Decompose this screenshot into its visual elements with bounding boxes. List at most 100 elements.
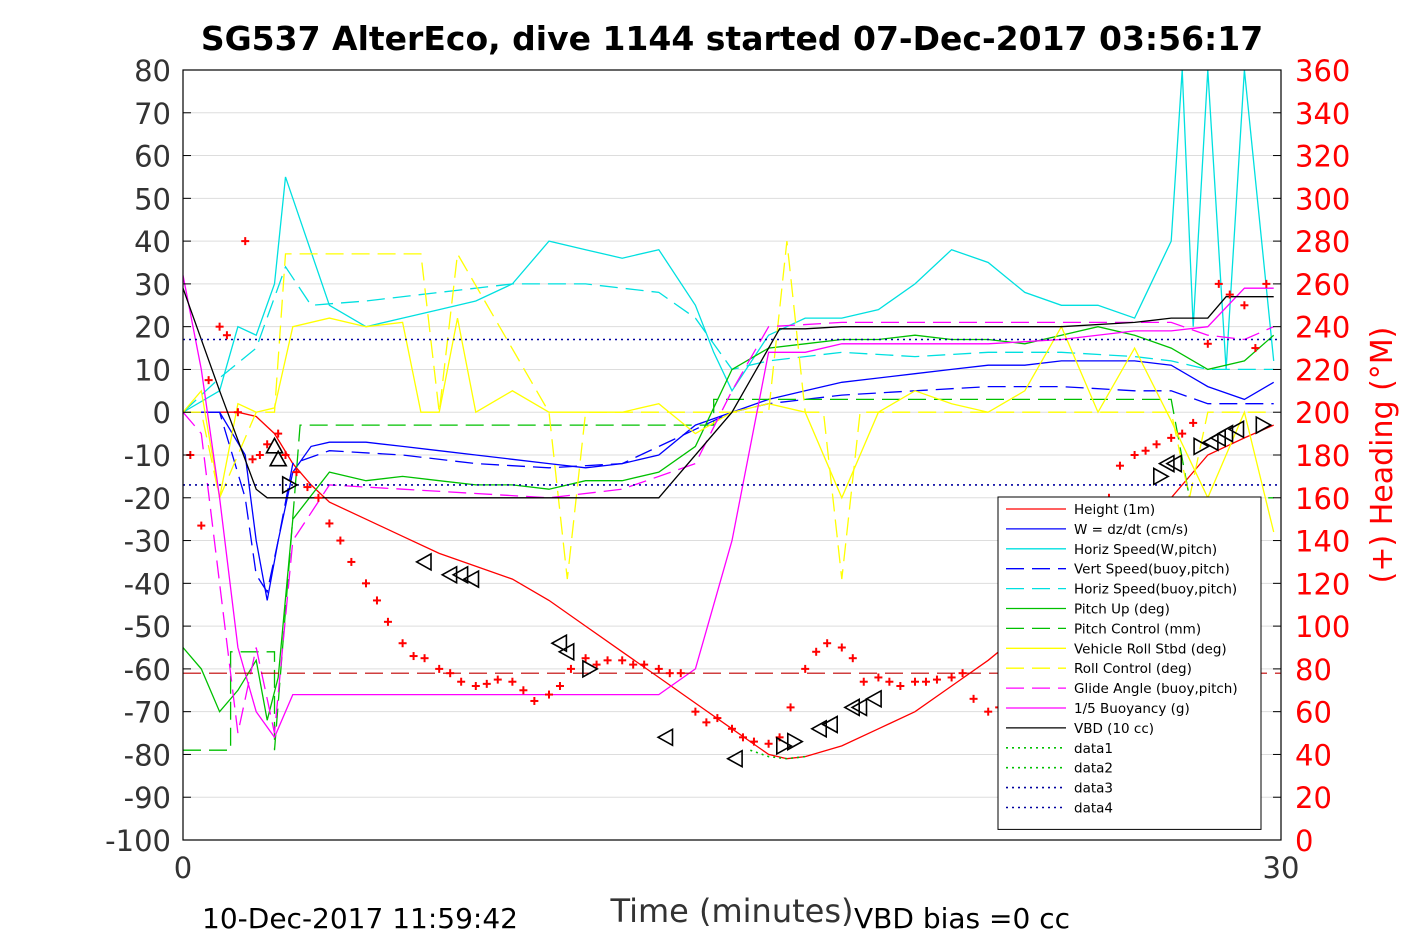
triangle-marker (865, 689, 882, 709)
right-tick-label-2: 320 (1295, 140, 1350, 174)
legend-label-horiz_buoy: Horiz Speed(buoy,pitch) (1074, 582, 1237, 598)
heading-point (325, 519, 334, 528)
heading-point (801, 664, 810, 673)
series-buoyancy (183, 275, 1274, 739)
legend-label-height: Height (1m) (1074, 502, 1155, 518)
heading-point (1115, 461, 1124, 470)
right-axis-label: (+) Heading (°M) (1365, 327, 1400, 584)
heading-point (274, 429, 283, 438)
triangle-marker (265, 436, 284, 454)
left-tick-label-4: 40 (134, 225, 171, 259)
triangle-markers (265, 415, 1273, 769)
triangle-marker (786, 732, 804, 751)
heading-point (823, 639, 832, 648)
heading-point (409, 652, 418, 661)
right-tick-label-0: 360 (1295, 54, 1350, 88)
left-tick-label-8: 0 (153, 396, 171, 430)
series-roll_ctl (183, 241, 1274, 580)
heading-point (1178, 429, 1187, 438)
heading-point (372, 596, 381, 605)
heading-point (362, 579, 370, 588)
triangle-marker (1216, 424, 1234, 443)
left-tick-label-14: -60 (124, 653, 171, 687)
left-tick-label-12: -40 (124, 567, 171, 601)
x-tick-label-0: 0 (174, 851, 192, 885)
heading-point (896, 682, 905, 690)
right-tick-label-12: 120 (1295, 567, 1350, 601)
heading-point (197, 521, 206, 530)
triangle-marker (451, 565, 469, 585)
heading-point (691, 707, 700, 716)
heading-point (713, 714, 722, 723)
heading-point (581, 654, 590, 663)
chart-title: SG537 AlterEco, dive 1144 started 07-Dec… (201, 19, 1263, 58)
axes: 80706050403020100-10-20-30-40-50-60-70-8… (105, 54, 1350, 885)
heading-point (263, 440, 272, 449)
heading-point (292, 468, 301, 477)
triangle-marker (582, 659, 599, 679)
heading-point (665, 669, 674, 678)
heading-point (984, 707, 993, 716)
heading-point (640, 660, 649, 669)
right-tick-label-13: 100 (1295, 610, 1350, 644)
series-w (183, 360, 1275, 601)
heading-point (215, 322, 224, 331)
heading-point (1167, 433, 1176, 442)
heading-point (1152, 440, 1161, 449)
heading-point (947, 673, 956, 682)
left-tick-label-5: 30 (134, 268, 171, 302)
triangle-marker (1153, 467, 1170, 486)
heading-point (566, 664, 575, 673)
legend-label-horiz_w: Horiz Speed(W,pitch) (1074, 542, 1217, 558)
triangle-marker (850, 698, 868, 717)
footer-timestamp: 10-Dec-2017 11:59:42 (202, 902, 518, 935)
right-tick-label-10: 160 (1295, 482, 1350, 516)
heading-point (446, 669, 455, 678)
heading-point (859, 677, 868, 686)
left-tick-label-2: 60 (134, 140, 171, 174)
triangle-marker (843, 698, 861, 717)
series-roll (183, 317, 1275, 533)
heading-point (398, 639, 407, 648)
left-tick-label-7: 10 (134, 353, 171, 387)
heading-point (618, 656, 627, 665)
triangle-marker (1255, 415, 1273, 435)
triangle-marker (821, 715, 839, 734)
right-tick-label-7: 220 (1295, 353, 1350, 387)
heading-point (233, 408, 242, 417)
legend-label-vert_buoy: Vert Speed(buoy,pitch) (1074, 562, 1230, 578)
heading-point (702, 718, 711, 727)
heading-point (336, 536, 345, 545)
series-glide (183, 321, 1274, 734)
x-axis-label: Time (minutes) (610, 892, 854, 930)
left-tick-label-3: 50 (134, 182, 171, 216)
left-tick-label-17: -90 (124, 781, 171, 815)
triangle-marker (440, 565, 458, 585)
legend-label-vbd: VBD (10 cc) (1074, 721, 1154, 737)
triangle-marker (1157, 454, 1175, 473)
heading-point (885, 677, 894, 686)
heading-point (303, 483, 312, 492)
legend-box (997, 496, 1262, 830)
heading-point (837, 643, 846, 652)
legend-label-roll_ctl: Roll Control (deg) (1074, 661, 1192, 677)
triangle-marker (557, 642, 575, 662)
legend-label-data4: data4 (1074, 801, 1113, 817)
heading-point (1251, 344, 1260, 353)
heading-point (281, 451, 290, 459)
heading-point (493, 675, 502, 684)
heading-point (848, 654, 857, 663)
left-tick-label-9: -10 (124, 439, 171, 473)
heading-point (471, 682, 480, 690)
heading-point (222, 331, 231, 340)
heading-point (347, 557, 356, 566)
heading-point (921, 677, 930, 686)
heading-point (241, 237, 250, 246)
series-horiz_w (183, 70, 1275, 413)
footer-vbd-bias: VBD bias =0 cc (854, 902, 1070, 935)
heading-point (314, 493, 323, 502)
series-vert_buoy (183, 385, 1274, 594)
heading-point (545, 690, 553, 699)
legend-label-roll: Vehicle Roll Stbd (deg) (1074, 641, 1227, 657)
